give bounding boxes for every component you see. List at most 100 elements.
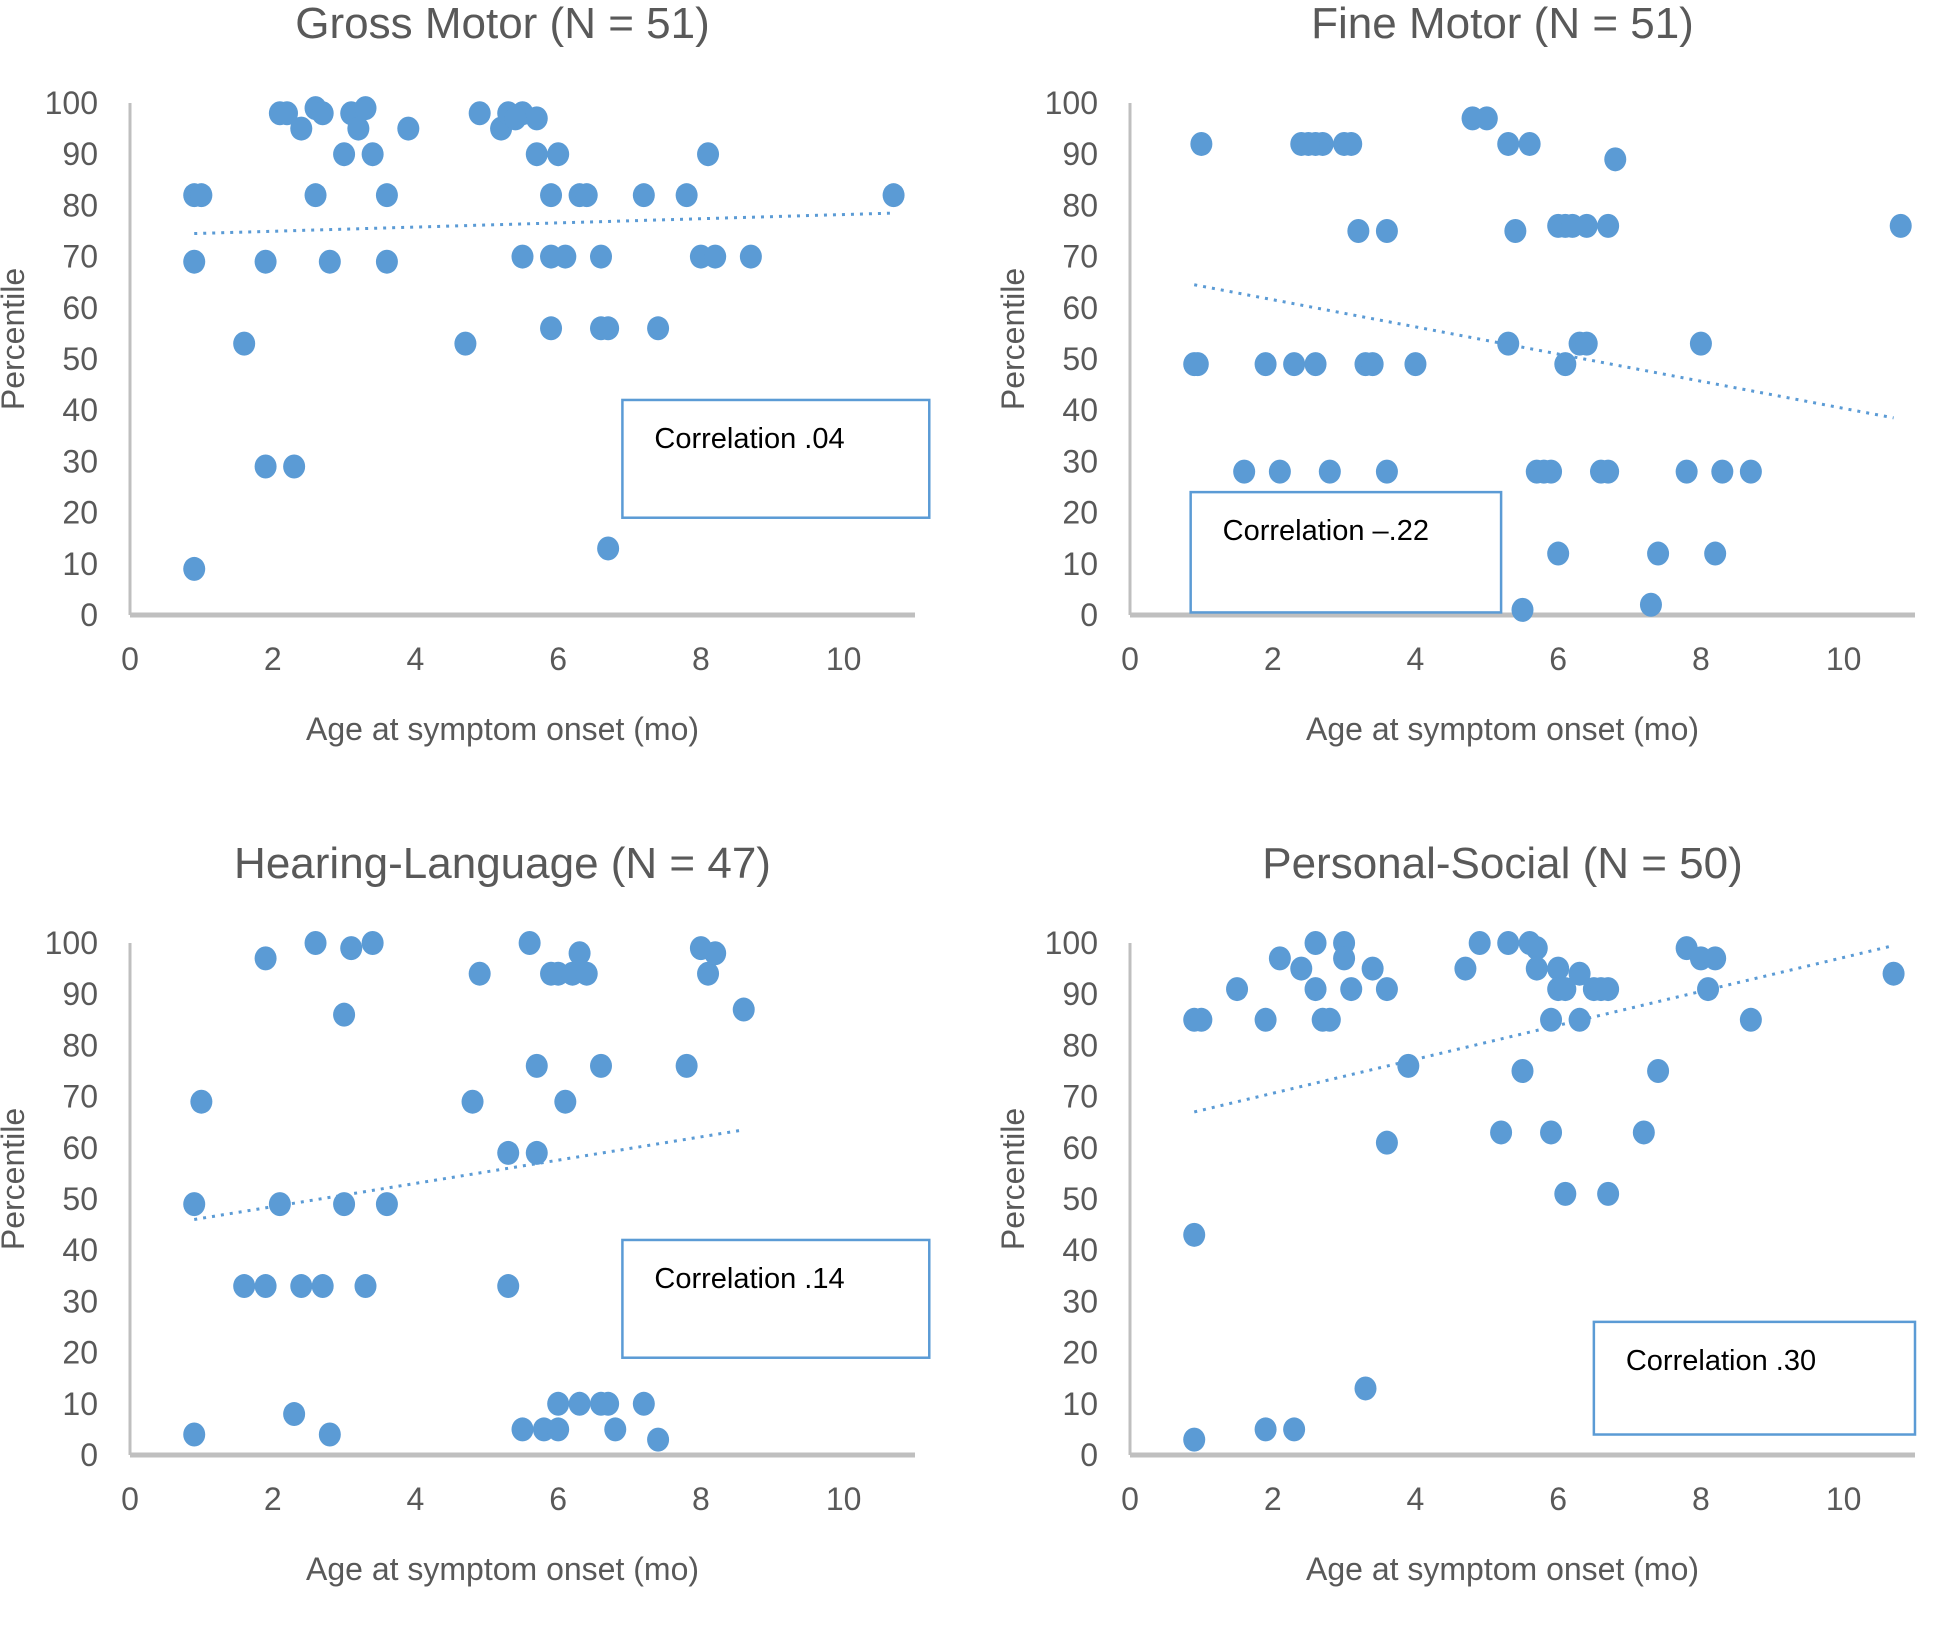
data-point	[732, 997, 755, 1022]
data-point	[1318, 1007, 1341, 1032]
data-point	[1283, 352, 1306, 377]
data-point	[1186, 352, 1209, 377]
data-point	[183, 249, 206, 274]
x-tick-label: 0	[121, 1481, 139, 1517]
data-point	[361, 142, 384, 167]
y-tick-label: 50	[62, 1181, 98, 1217]
x-tick-label: 2	[1264, 1481, 1282, 1517]
data-point	[1490, 1120, 1513, 1145]
data-point	[1604, 147, 1627, 172]
y-tick-label: 50	[62, 341, 98, 377]
gross-motor-chart: Gross Motor (N = 51) 0 10 20 30 40 50 60 70 80 90 1…	[0, 0, 975, 790]
data-point	[1397, 1053, 1420, 1078]
data-point	[882, 183, 905, 208]
data-point	[1354, 1376, 1377, 1401]
data-point	[575, 961, 598, 986]
data-point	[1304, 977, 1327, 1002]
x-tick-label: 6	[549, 1481, 567, 1517]
data-point	[547, 1391, 570, 1416]
data-point	[1190, 1007, 1213, 1032]
data-point	[575, 183, 598, 208]
data-point	[318, 1422, 341, 1447]
trendline	[1193, 283, 1894, 420]
y-tick-label: 30	[1062, 443, 1098, 479]
y-tick-label: 70	[62, 1079, 98, 1115]
chart-title: Fine Motor (N = 51)	[1311, 0, 1694, 48]
y-tick-label: 60	[62, 1130, 98, 1166]
data-point	[354, 1274, 377, 1299]
trendline	[1193, 944, 1894, 1114]
data-point	[1226, 977, 1249, 1002]
data-point	[1340, 131, 1363, 156]
x-tick-label: 4	[407, 641, 425, 677]
gross-motor-svg: Gross Motor (N = 51)01020304050607080901…	[0, 0, 931, 747]
data-point	[1554, 1181, 1577, 1206]
data-point	[1704, 541, 1727, 566]
y-tick-label: 80	[62, 187, 98, 223]
data-point	[511, 1417, 534, 1442]
data-point	[525, 106, 548, 131]
data-point	[1283, 1417, 1306, 1442]
data-point	[276, 101, 298, 126]
personal-social-svg: Personal-Social (N = 50)0102030405060708…	[995, 839, 1917, 1587]
y-tick-label: 10	[1062, 1386, 1098, 1422]
data-point	[397, 116, 420, 141]
data-point	[554, 244, 577, 269]
data-point	[568, 1391, 591, 1416]
y-tick-label: 90	[62, 136, 98, 172]
correlation-box	[621, 1238, 931, 1359]
data-point	[518, 931, 541, 955]
correlation-label: Correlation –.22	[1223, 515, 1429, 547]
data-point	[1375, 219, 1398, 243]
y-tick-label: 100	[45, 925, 98, 961]
y-tick-label: 0	[80, 597, 98, 633]
data-point	[183, 1422, 206, 1447]
correlation-label: Correlation .04	[654, 423, 844, 455]
y-tick-label: 90	[1062, 136, 1098, 172]
data-point	[632, 1391, 655, 1416]
data-point	[333, 1002, 356, 1027]
data-point	[497, 1274, 520, 1299]
data-point	[704, 244, 727, 269]
data-point	[1518, 131, 1541, 156]
data-point	[1254, 1007, 1277, 1032]
data-point	[318, 249, 341, 274]
data-point	[1497, 931, 1520, 955]
correlation-box	[1189, 490, 1503, 614]
x-tick-label: 10	[1826, 641, 1862, 677]
y-tick-label: 40	[1062, 392, 1098, 428]
y-axis-label: Percentile	[995, 1108, 1031, 1250]
hearing-language-svg: Hearing-Language (N = 47)010203040506070…	[0, 839, 931, 1587]
data-point	[183, 1192, 206, 1217]
trendline	[194, 211, 894, 236]
x-tick-label: 8	[1692, 1481, 1710, 1517]
y-axis-label: Percentile	[995, 268, 1031, 410]
chart-title: Gross Motor (N = 51)	[295, 0, 709, 48]
data-point	[468, 101, 491, 126]
data-point	[1568, 1007, 1591, 1032]
data-point	[504, 106, 527, 131]
data-point	[468, 961, 491, 986]
data-point	[1511, 597, 1534, 622]
data-point	[361, 931, 384, 955]
y-tick-label: 80	[1062, 187, 1098, 223]
data-point	[1532, 459, 1555, 484]
data-point	[1511, 1059, 1534, 1083]
y-tick-label: 10	[62, 546, 98, 582]
data-point	[1540, 1120, 1563, 1145]
data-point	[268, 1192, 291, 1217]
data-point	[1547, 956, 1570, 981]
data-point	[311, 1274, 334, 1299]
data-point	[254, 249, 277, 274]
data-point	[283, 1402, 306, 1427]
data-point	[739, 244, 762, 269]
data-point	[1711, 459, 1734, 484]
x-tick-label: 0	[1121, 641, 1139, 677]
data-point	[704, 941, 727, 966]
data-point	[1297, 131, 1320, 156]
data-point	[183, 556, 206, 581]
x-tick-label: 0	[121, 641, 139, 677]
data-point	[1361, 352, 1384, 377]
y-tick-label: 70	[1062, 239, 1098, 275]
x-tick-label: 6	[1549, 641, 1567, 677]
